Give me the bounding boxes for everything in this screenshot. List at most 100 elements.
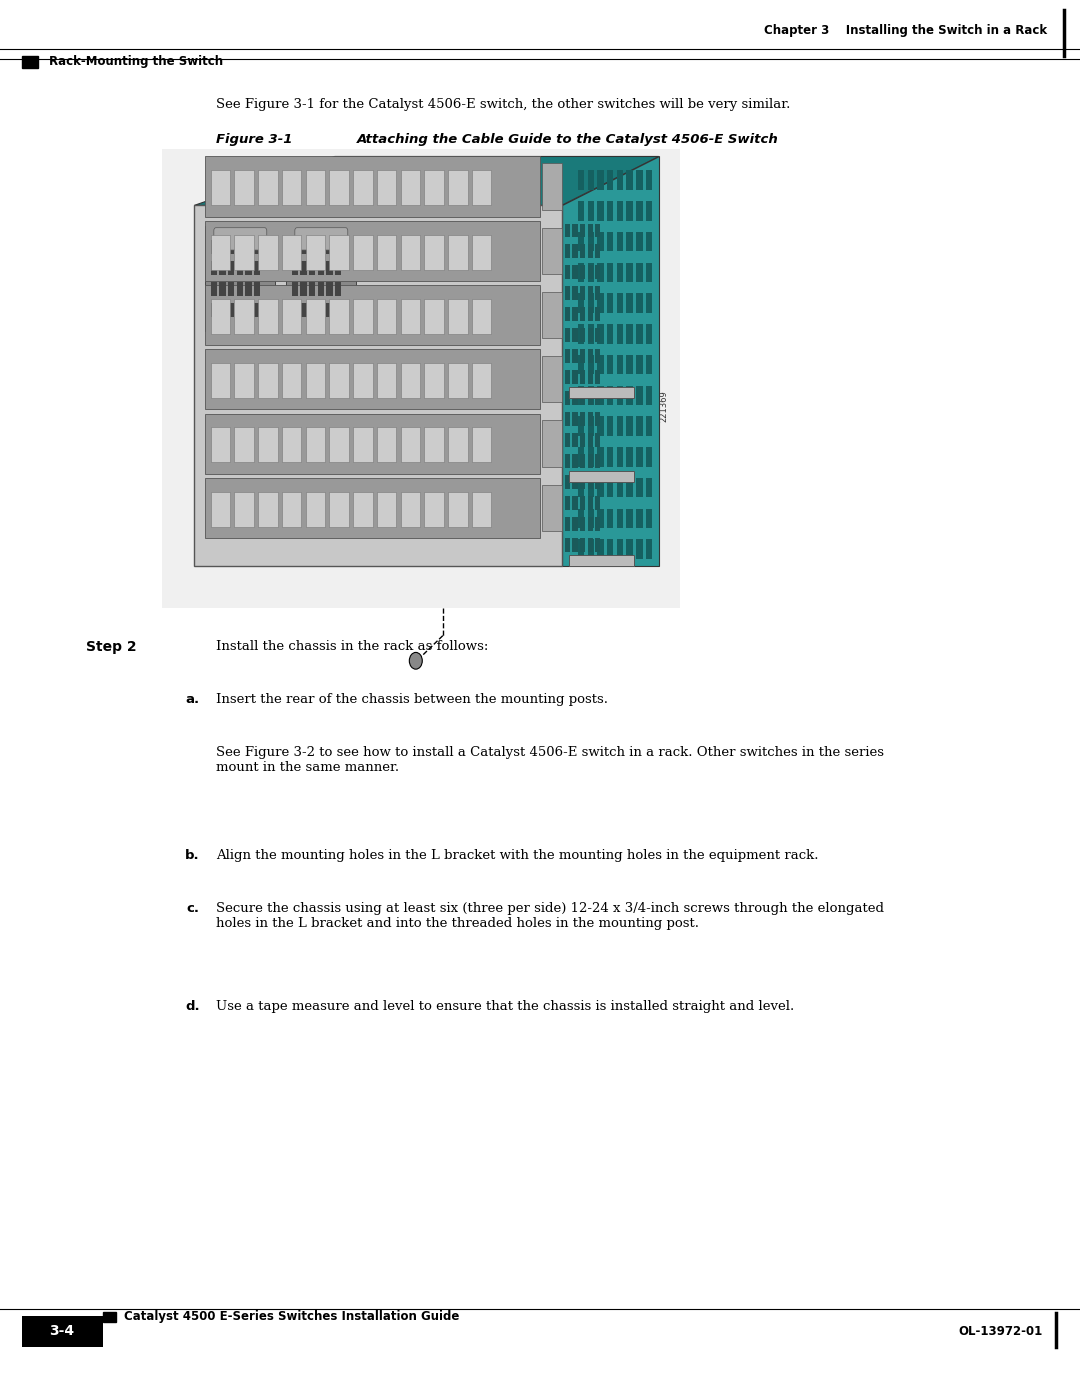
Bar bbox=[607, 447, 613, 467]
Bar bbox=[578, 539, 584, 559]
Bar bbox=[597, 478, 604, 497]
Bar bbox=[617, 201, 623, 221]
Bar bbox=[254, 261, 260, 275]
Bar bbox=[318, 303, 324, 317]
Bar bbox=[542, 420, 562, 467]
Bar bbox=[588, 412, 593, 426]
Bar bbox=[617, 539, 623, 559]
Bar bbox=[234, 299, 254, 334]
Bar bbox=[542, 292, 562, 338]
Bar bbox=[234, 170, 254, 205]
Bar bbox=[565, 265, 570, 279]
Bar bbox=[219, 240, 226, 254]
Bar bbox=[580, 224, 585, 237]
Text: Attaching the Cable Guide to the Catalyst 4506-E Switch: Attaching the Cable Guide to the Catalys… bbox=[356, 133, 779, 145]
Bar bbox=[595, 538, 600, 552]
Bar bbox=[335, 240, 341, 254]
Bar bbox=[597, 355, 604, 374]
Bar bbox=[588, 478, 594, 497]
Bar bbox=[335, 282, 341, 296]
Text: Secure the chassis using at least six (three per side) 12-24 x 3/4-inch screws t: Secure the chassis using at least six (t… bbox=[216, 902, 885, 930]
Bar bbox=[205, 156, 540, 217]
Bar bbox=[472, 363, 491, 398]
Bar bbox=[578, 232, 584, 251]
Bar bbox=[254, 303, 260, 317]
Bar bbox=[617, 355, 623, 374]
Bar bbox=[245, 261, 252, 275]
Bar bbox=[424, 170, 444, 205]
Bar bbox=[228, 282, 234, 296]
Bar bbox=[595, 391, 600, 405]
Bar bbox=[607, 478, 613, 497]
Text: See Figure 3-2 to see how to install a Catalyst 4506-E switch in a rack. Other s: See Figure 3-2 to see how to install a C… bbox=[216, 746, 885, 774]
Text: OL-13972-01: OL-13972-01 bbox=[958, 1324, 1042, 1338]
Bar bbox=[636, 386, 643, 405]
Bar bbox=[617, 447, 623, 467]
Bar bbox=[329, 170, 349, 205]
Text: Figure 3-1: Figure 3-1 bbox=[216, 133, 293, 145]
Bar bbox=[597, 293, 604, 313]
Bar bbox=[595, 433, 600, 447]
Bar bbox=[588, 286, 593, 300]
Bar bbox=[565, 475, 570, 489]
Bar bbox=[306, 363, 325, 398]
Text: 221369: 221369 bbox=[660, 391, 669, 422]
Bar bbox=[211, 492, 230, 527]
Bar bbox=[617, 386, 623, 405]
Bar bbox=[588, 307, 593, 321]
Bar bbox=[636, 478, 643, 497]
Bar bbox=[377, 299, 396, 334]
Bar bbox=[597, 232, 604, 251]
Bar bbox=[588, 454, 593, 468]
Bar bbox=[282, 492, 301, 527]
Bar bbox=[580, 349, 585, 363]
Bar bbox=[292, 303, 298, 317]
Bar bbox=[572, 412, 578, 426]
Bar bbox=[636, 232, 643, 251]
Bar bbox=[626, 447, 633, 467]
Bar bbox=[300, 303, 307, 317]
Bar bbox=[565, 517, 570, 531]
Text: See Figure 3-1 for the Catalyst 4506-E switch, the other switches will be very s: See Figure 3-1 for the Catalyst 4506-E s… bbox=[216, 98, 791, 110]
Bar bbox=[335, 261, 341, 275]
Bar bbox=[572, 454, 578, 468]
Bar bbox=[636, 293, 643, 313]
Bar bbox=[377, 492, 396, 527]
Bar bbox=[542, 228, 562, 274]
Bar bbox=[377, 235, 396, 270]
Bar bbox=[626, 201, 633, 221]
Bar bbox=[646, 447, 652, 467]
Bar bbox=[607, 293, 613, 313]
Bar bbox=[329, 427, 349, 462]
Bar bbox=[646, 386, 652, 405]
Bar bbox=[595, 475, 600, 489]
Bar bbox=[617, 293, 623, 313]
Bar bbox=[588, 201, 594, 221]
Bar bbox=[597, 201, 604, 221]
Bar bbox=[626, 324, 633, 344]
Bar bbox=[588, 170, 594, 190]
Bar bbox=[607, 324, 613, 344]
Bar bbox=[597, 539, 604, 559]
Bar bbox=[219, 303, 226, 317]
Text: 3-4: 3-4 bbox=[49, 1324, 75, 1338]
Bar bbox=[424, 235, 444, 270]
Bar bbox=[211, 261, 217, 275]
Bar bbox=[580, 454, 585, 468]
Bar bbox=[245, 240, 252, 254]
Bar bbox=[286, 226, 356, 331]
Bar bbox=[353, 235, 373, 270]
Bar bbox=[542, 356, 562, 402]
Bar bbox=[588, 224, 593, 237]
Bar bbox=[572, 538, 578, 552]
Bar bbox=[211, 235, 230, 270]
Bar bbox=[300, 240, 307, 254]
Bar bbox=[595, 328, 600, 342]
Text: Use a tape measure and level to ensure that the chassis is installed straight an: Use a tape measure and level to ensure t… bbox=[216, 1000, 794, 1013]
Bar bbox=[588, 244, 593, 258]
Bar bbox=[646, 355, 652, 374]
Bar bbox=[401, 427, 420, 462]
Bar bbox=[595, 349, 600, 363]
Bar bbox=[228, 261, 234, 275]
Bar bbox=[578, 293, 584, 313]
